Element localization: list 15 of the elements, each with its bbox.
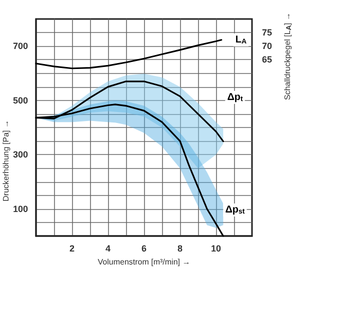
y2-tick-label: 65 bbox=[262, 54, 272, 65]
x-axis-title: Volumenstrom [m³/min] → bbox=[98, 258, 190, 266]
x-tick-label: 2 bbox=[69, 244, 75, 254]
x-tick-label: 4 bbox=[105, 244, 111, 254]
y-tick-label: 300 bbox=[12, 150, 28, 160]
line-series bbox=[35, 39, 222, 70]
y2-tick-label: 75 bbox=[262, 28, 272, 38]
y-tick-label: 500 bbox=[12, 95, 28, 106]
y2-tick-label: 70 bbox=[262, 41, 272, 52]
y-axis-title: Druckerhöhung [Pa] → bbox=[2, 120, 10, 202]
x-tick-label: 6 bbox=[141, 244, 147, 254]
y-tick-label: 100 bbox=[12, 204, 28, 214]
x-tick-label: 10 bbox=[210, 244, 222, 254]
x-tick-label: 8 bbox=[177, 244, 183, 254]
y-tick-label: 700 bbox=[12, 41, 28, 52]
